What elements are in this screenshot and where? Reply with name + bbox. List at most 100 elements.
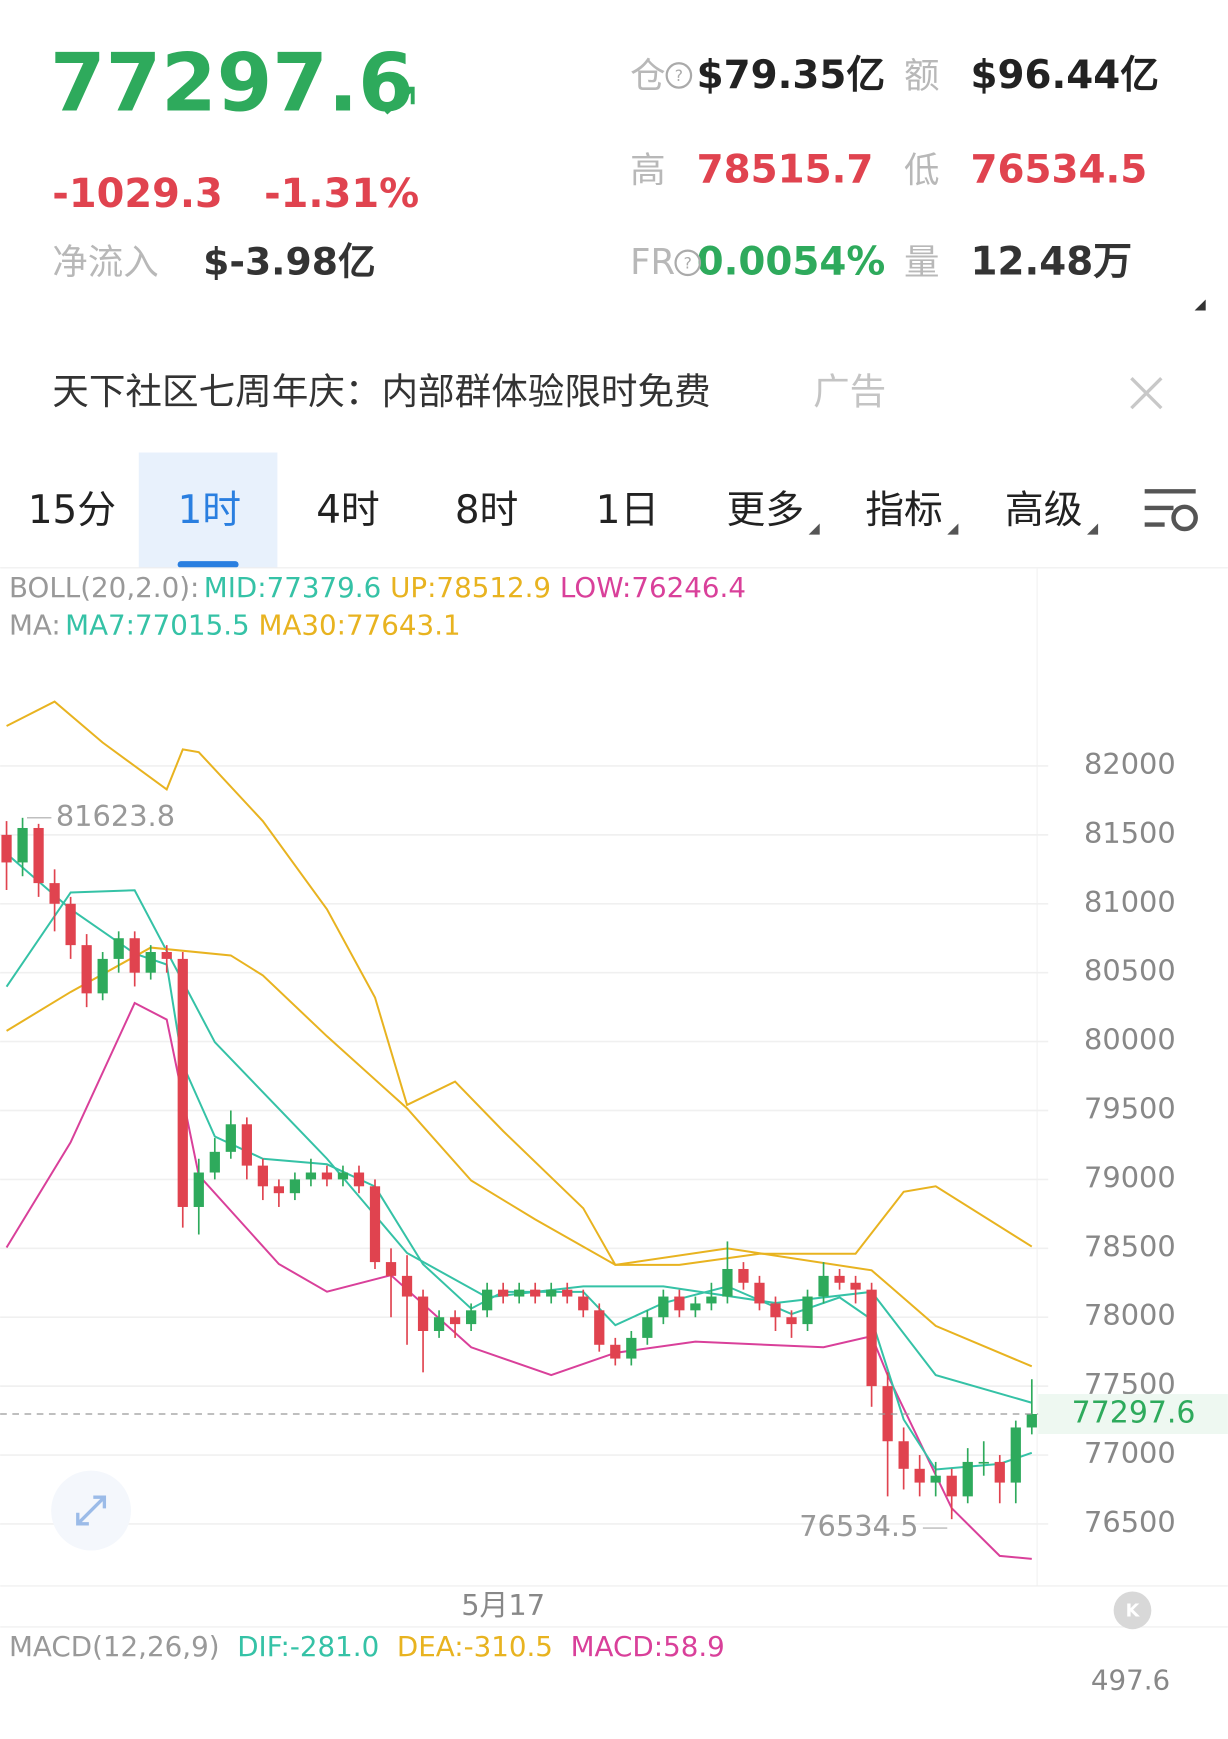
candle-body [289, 1179, 301, 1194]
candle-body [369, 1186, 381, 1263]
tab[interactable]: 更多 [727, 488, 805, 533]
candle-body [914, 1468, 925, 1483]
candle-body [818, 1275, 829, 1297]
indicator-label: BOLL(20,2.0): [9, 571, 199, 604]
tabs: 15分 1时 4时 8时 1日 更多 指标 高级 [28, 452, 1099, 568]
indicator-line [6, 946, 1033, 1368]
candle-body [994, 1461, 1005, 1483]
net-inflow-label: 净流入 [52, 242, 158, 283]
candle-body [626, 1337, 637, 1359]
candle-body [177, 958, 188, 1207]
candle-body [850, 1282, 861, 1290]
tab[interactable]: 8时 [455, 488, 518, 533]
candle-body [754, 1282, 765, 1304]
candle-body [882, 1386, 893, 1442]
y-tick-label: 78500 [1084, 1229, 1176, 1263]
y-tick-label: 79500 [1084, 1091, 1176, 1125]
candle-body [962, 1461, 973, 1497]
candle-body [690, 1303, 701, 1311]
last-price-box [1038, 1394, 1228, 1434]
y-tick-label: 79000 [1084, 1160, 1176, 1194]
candle-body [930, 1475, 941, 1483]
candle-body [770, 1303, 781, 1318]
last-price: 77297.6 [50, 37, 414, 130]
help-icon[interactable] [674, 249, 702, 277]
min-label: 76534.5 [799, 1509, 918, 1543]
stat-label: 量 [904, 242, 939, 283]
tab[interactable]: 15分 [28, 488, 116, 533]
legend-entry: MA30:77643.1 [259, 609, 461, 642]
legend-entry: MA7:77015.5 [65, 609, 249, 642]
macd-value: MACD:58.9 [571, 1630, 725, 1663]
candle-body [49, 883, 60, 904]
expand-triangle[interactable] [1194, 299, 1206, 311]
candle-body [17, 827, 28, 863]
candle-body [145, 952, 156, 973]
up-arrow [384, 86, 415, 115]
candle-body [449, 1317, 461, 1325]
legend-entry: UP:78512.9 [390, 571, 551, 604]
candle-body [706, 1296, 717, 1304]
k-button[interactable] [1113, 1591, 1152, 1630]
last-price-label: 77297.6 [1072, 1396, 1196, 1431]
candle-body [1, 834, 12, 863]
candle-body [305, 1172, 317, 1180]
candle-body [257, 1165, 268, 1187]
change-pct: -1.31% [264, 171, 419, 217]
candle-body [978, 1461, 989, 1464]
tab-dropdown [1087, 523, 1099, 535]
candle-body [946, 1475, 957, 1497]
stat-value: 76534.5 [971, 147, 1148, 192]
stat-value: 12.48万 [971, 239, 1133, 284]
y-tick-label: 77000 [1084, 1436, 1176, 1470]
candle-body [353, 1172, 365, 1187]
tab[interactable]: 1日 [596, 488, 659, 533]
candle-body [514, 1289, 525, 1297]
tab[interactable]: 4时 [316, 488, 379, 533]
stat-label: 高 [630, 150, 665, 191]
stat-label: 仓 [630, 56, 665, 97]
candle-body [241, 1124, 252, 1166]
stats: 仓 $79.35亿额 $96.44亿高 78515.7 低 76534.5 FR 0.0054… [630, 53, 1159, 284]
macd-title: MACD(12,26,9) [9, 1630, 220, 1663]
net-inflow: $-3.98亿 [203, 239, 376, 283]
tab[interactable]: 1时 [178, 488, 241, 533]
candle-body [562, 1289, 573, 1297]
settings-icon[interactable] [1144, 489, 1198, 532]
candle-body [866, 1289, 877, 1387]
macd-axis-max: 497.6 [1091, 1663, 1170, 1696]
y-tick-label: 80500 [1084, 954, 1176, 988]
close-ad[interactable] [1130, 377, 1163, 410]
candle-body [658, 1296, 669, 1318]
stat-value: 0.0054% [697, 239, 886, 284]
help-icon[interactable] [665, 62, 693, 89]
stat-label: 低 [904, 150, 939, 191]
stat-value: $96.44亿 [971, 53, 1160, 98]
candle-body [385, 1262, 397, 1276]
macd-legend: MACD(12,26,9) DIF:-281.0 DEA:-310.5 MACD… [9, 1630, 725, 1663]
x-tick-label: 5月17 [461, 1588, 545, 1622]
help-icon-glyph: ? [675, 67, 683, 85]
candle-body [417, 1296, 429, 1331]
candle-body [113, 938, 124, 959]
candle-body [97, 958, 108, 994]
y-tick-label: 76500 [1084, 1505, 1176, 1539]
macd-dea: DEA:-310.5 [397, 1630, 553, 1663]
ad-text[interactable]: 天下社区七周年庆：内部群体验限时免费 [52, 370, 710, 413]
k-button-glyph: K [1126, 1601, 1141, 1621]
max-label: 81623.8 [56, 799, 175, 833]
tab[interactable]: 指标 [865, 488, 943, 533]
change: -1029.3 [52, 171, 223, 217]
indicator-line [5, 1001, 1032, 1560]
candle-body [674, 1296, 685, 1311]
stat-label: 额 [904, 56, 939, 97]
candle-body [1026, 1414, 1037, 1428]
y-tick-label: 78000 [1084, 1298, 1176, 1332]
candle-body [722, 1268, 733, 1297]
candle-body [465, 1310, 477, 1325]
candle-body [209, 1151, 220, 1173]
tab[interactable]: 高级 [1005, 488, 1083, 533]
candle-body [321, 1172, 333, 1180]
candle-body [161, 952, 172, 959]
